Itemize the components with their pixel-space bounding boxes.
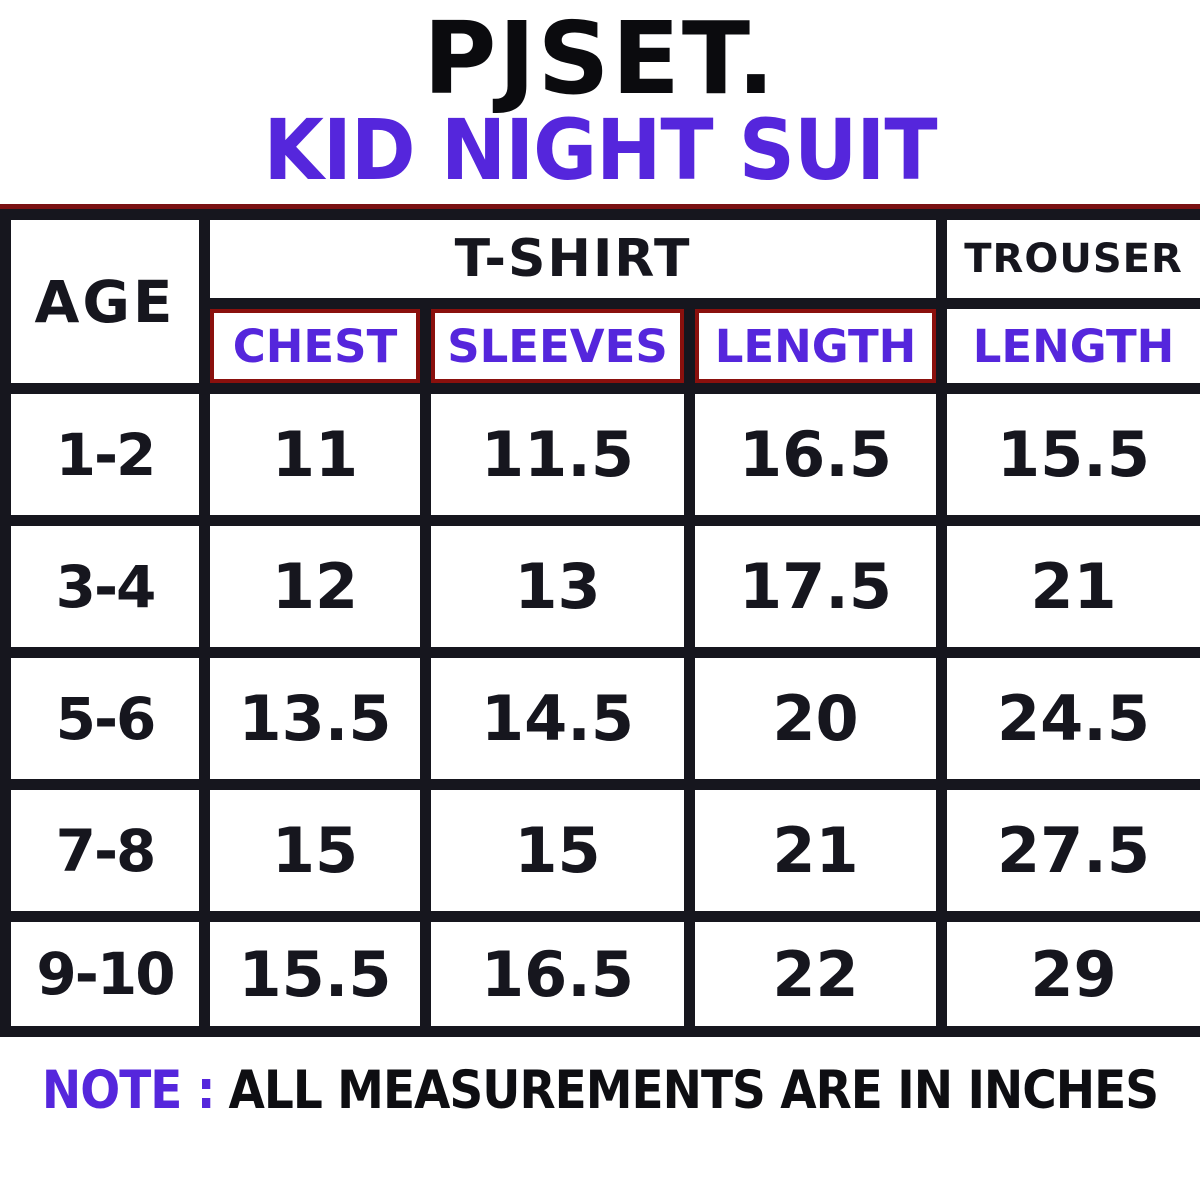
sleeves-value: 13	[420, 515, 695, 658]
tshirt-group-header: T-SHIRT	[198, 209, 948, 309]
trouser-length-value: 29	[936, 911, 1200, 1037]
age-value: 9-10	[0, 911, 210, 1037]
trouser-length-value: 15.5	[936, 383, 1200, 526]
length-value: 16.5	[683, 383, 948, 526]
chest-header-label: CHEST	[210, 309, 420, 383]
age-value: 3-4	[0, 515, 210, 658]
table-row: 1-2 11 11.5 16.5 15.5	[0, 383, 1200, 526]
length-value: 22	[683, 911, 948, 1037]
length-header-label: LENGTH	[695, 309, 937, 383]
size-chart-wrapper: AGE T-SHIRT TROUSER CHEST SLEEVES LENGTH…	[0, 204, 1200, 1037]
chest-value: 12	[199, 515, 431, 658]
chest-value: 13.5	[199, 647, 431, 790]
trouser-length-header-label: LENGTH	[972, 319, 1175, 373]
trouser-length-value: 27.5	[936, 779, 1200, 922]
table-row: 5-6 13.5 14.5 20 24.5	[0, 647, 1200, 790]
length-column-header: LENGTH	[683, 298, 948, 394]
sleeves-value: 16.5	[420, 911, 695, 1037]
size-chart-table: AGE T-SHIRT TROUSER CHEST SLEEVES LENGTH…	[0, 209, 1200, 1037]
chest-column-header: CHEST	[199, 298, 431, 394]
sleeves-value: 15	[420, 779, 695, 922]
chest-value: 15.5	[199, 911, 431, 1037]
sleeves-value: 14.5	[420, 647, 695, 790]
table-row: 9-10 15.5 16.5 22 29	[0, 911, 1200, 1037]
sleeves-column-header: SLEEVES	[420, 298, 695, 394]
trouser-length-value: 21	[936, 515, 1200, 658]
note-label: NOTE :	[41, 1059, 216, 1122]
sleeves-value: 11.5	[420, 383, 695, 526]
measurement-note: NOTE : ALL MEASUREMENTS ARE IN INCHES	[0, 1060, 1200, 1122]
chest-value: 15	[199, 779, 431, 922]
table-row: 7-8 15 15 21 27.5	[0, 779, 1200, 922]
length-value: 17.5	[683, 515, 948, 658]
chest-value: 11	[199, 383, 431, 526]
length-value: 20	[683, 647, 948, 790]
trouser-group-header: TROUSER	[936, 209, 1200, 309]
page-subtitle: KID NIGHT SUIT	[263, 102, 937, 200]
sub-header-row: CHEST SLEEVES LENGTH LENGTH	[6, 298, 1200, 394]
age-value: 7-8	[0, 779, 210, 922]
group-header-row: AGE T-SHIRT TROUSER	[0, 209, 1200, 394]
sleeves-header-label: SLEEVES	[431, 309, 684, 383]
brand-title: PJSET.	[423, 0, 777, 117]
trouser-length-column-header: LENGTH	[936, 298, 1200, 394]
trouser-length-value: 24.5	[936, 647, 1200, 790]
length-value: 21	[683, 779, 948, 922]
age-value: 1-2	[0, 383, 210, 526]
table-row: 3-4 12 13 17.5 21	[0, 515, 1200, 658]
age-column-header: AGE	[0, 209, 210, 394]
age-value: 5-6	[0, 647, 210, 790]
note-text: ALL MEASUREMENTS ARE IN INCHES	[228, 1059, 1160, 1122]
